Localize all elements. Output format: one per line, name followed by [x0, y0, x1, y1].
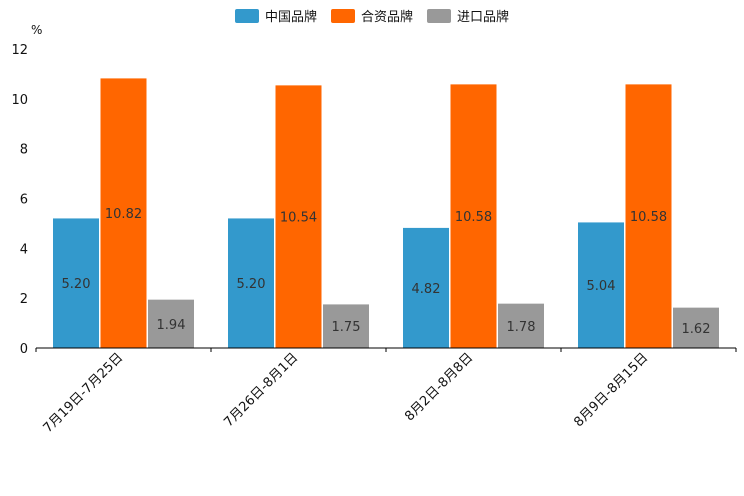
legend-label-1: 中国品牌 [265, 9, 317, 25]
bar-value-label: 10.58 [630, 210, 667, 225]
bar-value-label: 1.94 [157, 318, 186, 333]
y-axis-unit-label: % [31, 23, 42, 37]
bar-3-1 [148, 299, 194, 348]
bar-2-3 [450, 84, 497, 349]
bar-1-4 [578, 222, 624, 348]
legend: 中国品牌 合资品牌 进口品牌 [235, 9, 509, 25]
y-tick-label: 10 [11, 93, 28, 108]
bar-value-label: 5.04 [587, 279, 616, 294]
bar-3-2 [323, 304, 369, 348]
bar-value-label: 1.62 [682, 322, 711, 337]
bar-2-2 [275, 85, 322, 349]
y-tick-label: 12 [11, 43, 28, 58]
bar-3-4 [673, 307, 719, 348]
x-tick-label: 8月2日-8月8日 [402, 350, 476, 424]
bar-value-label: 4.82 [412, 282, 441, 297]
bar-value-label: 1.75 [332, 320, 361, 335]
bar-value-label: 10.58 [455, 210, 492, 225]
bar-2-1 [100, 78, 147, 348]
y-tick-label: 4 [20, 242, 28, 257]
bar-1-1 [53, 218, 99, 348]
y-axis: 0 2 4 6 8 10 12 [11, 43, 28, 357]
y-tick-label: 2 [20, 292, 28, 307]
y-tick-label: 0 [20, 342, 28, 357]
x-tick-label: 7月26日-8月1日 [221, 350, 301, 430]
bar-value-label: 10.82 [105, 207, 142, 222]
x-tick-label: 8月9日-8月15日 [571, 350, 651, 430]
bar-value-label: 10.54 [280, 211, 317, 226]
bar-value-label: 5.20 [62, 277, 91, 292]
y-tick-label: 6 [20, 193, 28, 208]
legend-swatch-2 [331, 9, 355, 23]
bar-value-label: 1.78 [507, 320, 536, 335]
bar-2-4 [625, 84, 672, 349]
legend-swatch-3 [427, 9, 451, 23]
bar-1-3 [403, 227, 449, 348]
x-tick-label: 7月19日-7月25日 [41, 350, 127, 436]
bar-value-label: 5.20 [237, 277, 266, 292]
legend-swatch-1 [235, 9, 259, 23]
bar-1-2 [228, 218, 274, 348]
legend-label-2: 合资品牌 [361, 9, 413, 25]
legend-label-3: 进口品牌 [457, 9, 509, 25]
y-tick-label: 8 [20, 143, 28, 158]
x-axis: 7月19日-7月25日 7月26日-8月1日 8月2日-8月8日 8月9日-8月15日 [35, 347, 737, 436]
bar-3-3 [498, 303, 544, 348]
bars: 5.20 10.82 1.94 5.20 10.54 1.75 4.82 10.58 1.78 5… [53, 78, 719, 349]
